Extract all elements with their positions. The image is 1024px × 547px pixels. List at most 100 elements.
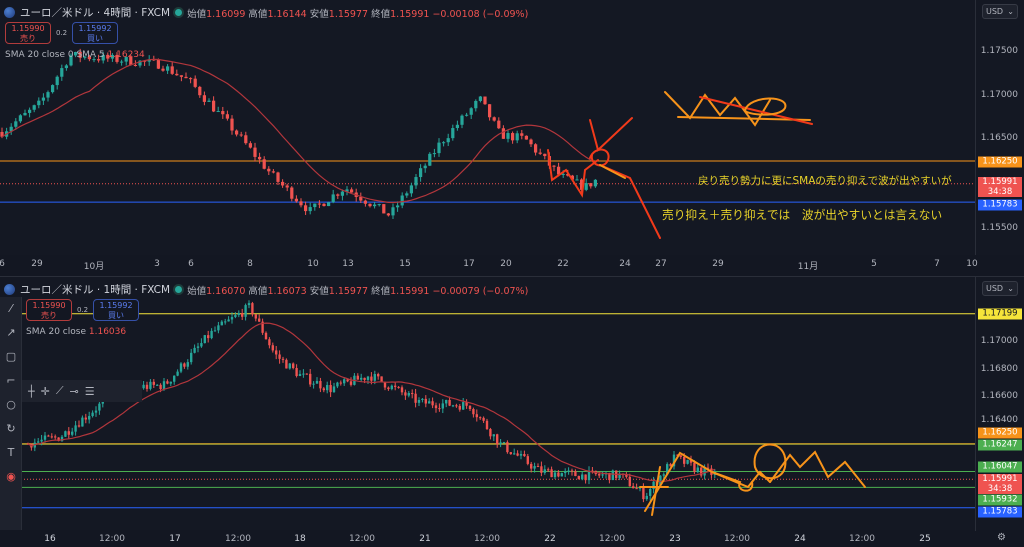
indicator-value: 1.16234 <box>107 50 145 60</box>
high-value: 1.16144 <box>267 8 307 20</box>
candle-body <box>115 54 119 62</box>
time-tick: 8 <box>247 259 253 269</box>
candle-body <box>428 153 432 166</box>
candle-body <box>446 138 450 143</box>
time-tick: 12:00 <box>225 534 251 544</box>
candle-body <box>179 75 184 77</box>
time-tick: 17 <box>169 534 181 544</box>
arrow-tool-icon[interactable]: ↗ <box>6 326 16 339</box>
candle-body <box>587 470 591 481</box>
horizontal-ray-icon[interactable]: ⊸ <box>69 384 79 398</box>
candle-body <box>345 189 349 192</box>
price-axis-1h[interactable]: USD ⌄ 1.17000 1.16800 1.16600 1.16400 1.17199… <box>975 277 1024 531</box>
rotate-tool-icon[interactable]: ↻ <box>6 422 16 435</box>
candle-body <box>96 59 101 61</box>
candle-body <box>40 439 43 442</box>
candle-body <box>87 56 92 60</box>
candle-body <box>543 153 547 157</box>
time-tick: 10月 <box>83 262 105 272</box>
record-icon[interactable]: ◉ <box>6 470 16 483</box>
candle-body <box>224 321 227 323</box>
high-value: 1.16073 <box>267 285 307 297</box>
candle-body <box>322 388 325 391</box>
indicator-legend[interactable]: SMA 20 close 0 SMA 5 1.16234 <box>5 50 145 60</box>
candle-body <box>77 425 81 427</box>
candle-body <box>329 385 332 393</box>
trend-line-tool-icon[interactable]: ⁄ <box>10 302 12 315</box>
vertical-line-icon[interactable]: ┼ <box>28 384 35 398</box>
time-tick: 10 <box>966 259 978 269</box>
sell-label: 売り <box>41 311 57 320</box>
candle-body <box>394 385 397 387</box>
candle-body <box>156 59 161 69</box>
parallel-lines-icon[interactable]: ☰ <box>84 384 95 398</box>
candle-body <box>332 386 336 393</box>
candle-body <box>536 466 540 468</box>
chart-pane-4h[interactable]: ユーロ／米ドル · 4時間 · FXCM 始値1.16099 高値1.16144… <box>0 0 1024 255</box>
annotation-text-2[interactable]: 売り抑え＋売り抑えでは 波が出やすいとは言えない <box>662 208 943 222</box>
candle-body <box>445 399 448 404</box>
candle-body <box>465 402 468 406</box>
high-label: 高値 <box>248 8 268 20</box>
candle-body <box>510 133 515 141</box>
candle-body <box>159 384 162 390</box>
candle-body <box>237 313 240 315</box>
candle-body <box>142 384 145 389</box>
candle-body <box>308 207 312 212</box>
candle-body <box>176 371 179 376</box>
price-label: 1.15783 <box>978 506 1022 518</box>
price-tick: 1.17500 <box>980 46 1018 56</box>
time-tick: 11月 <box>797 262 819 272</box>
candle-body <box>91 412 94 417</box>
candle-body <box>309 373 312 385</box>
spread-value: 0.2 <box>77 306 89 314</box>
time-tick: 12:00 <box>349 534 375 544</box>
chart-canvas-1h[interactable] <box>0 277 975 531</box>
candle-body <box>448 399 451 406</box>
candle-body <box>635 488 638 490</box>
candle-body <box>271 345 274 351</box>
low-value: 1.15977 <box>328 8 369 20</box>
candle-body <box>340 191 345 196</box>
annotation-text-1[interactable]: 戻り売り勢力に更にSMAの売り抑えで波が出やすいが <box>698 175 952 187</box>
settings-gear-icon[interactable]: ⚙ <box>997 532 1006 543</box>
chart-pane-1h[interactable]: ユーロ／米ドル · 1時間 · FXCM 始値1.16070 高値1.16073… <box>0 276 1024 531</box>
open-label: 始値 <box>187 285 207 297</box>
candle-body <box>190 352 193 363</box>
indicator-legend[interactable]: SMA 20 close 1.16036 <box>26 327 126 337</box>
freehand-drawing <box>651 466 661 516</box>
chart-canvas-4h[interactable] <box>0 0 975 255</box>
candle-body <box>693 462 696 472</box>
sell-button[interactable]: 1.15990 売り <box>26 299 72 321</box>
candle-body <box>451 405 455 407</box>
candle-body <box>359 196 363 201</box>
circle-tool-icon[interactable]: ○ <box>6 398 16 411</box>
currency-select[interactable]: USD ⌄ <box>982 4 1018 19</box>
price-axis-4h[interactable]: USD ⌄ 1.17500 1.17000 1.16500 1.15500 1.16250… <box>975 0 1024 255</box>
time-axis-4h[interactable]: 6 29 10月 3 6 8 10 13 15 17 20 22 24 27 29 11月 5 7 10 <box>0 255 978 273</box>
candle-body <box>305 373 308 375</box>
symbol-title[interactable]: ユーロ／米ドル · 1時間 · FXCM <box>20 284 171 296</box>
candle-body <box>431 401 434 406</box>
candle-body <box>526 456 529 464</box>
rectangle-tool-icon[interactable]: ▢ <box>5 350 17 363</box>
buy-button[interactable]: 1.15992 買い <box>72 22 118 44</box>
time-tick: 12:00 <box>99 534 125 544</box>
candle-body <box>589 183 593 187</box>
candle-body <box>584 474 587 481</box>
brush-tool-icon[interactable]: ⌐ <box>6 374 16 387</box>
sell-button[interactable]: 1.15990 売り <box>5 22 51 44</box>
currency-label: USD <box>986 284 1004 293</box>
candle-body <box>564 471 567 474</box>
time-axis-1h[interactable]: 16 12:00 17 12:00 18 12:00 21 12:00 22 12:00 23 12:… <box>0 530 975 547</box>
cross-line-icon[interactable]: ✛ <box>40 384 50 398</box>
symbol-title[interactable]: ユーロ／米ドル · 4時間 · FXCM <box>20 7 171 19</box>
spread-value: 0.2 <box>56 29 68 37</box>
time-tick: 21 <box>419 534 431 544</box>
ray-icon[interactable]: ⟋ <box>55 384 64 397</box>
text-tool-icon[interactable]: T <box>7 446 15 459</box>
candle-body <box>326 385 329 391</box>
currency-select[interactable]: USD ⌄ <box>982 281 1018 296</box>
buy-button[interactable]: 1.15992 買い <box>93 299 139 321</box>
candle-body <box>533 466 536 469</box>
